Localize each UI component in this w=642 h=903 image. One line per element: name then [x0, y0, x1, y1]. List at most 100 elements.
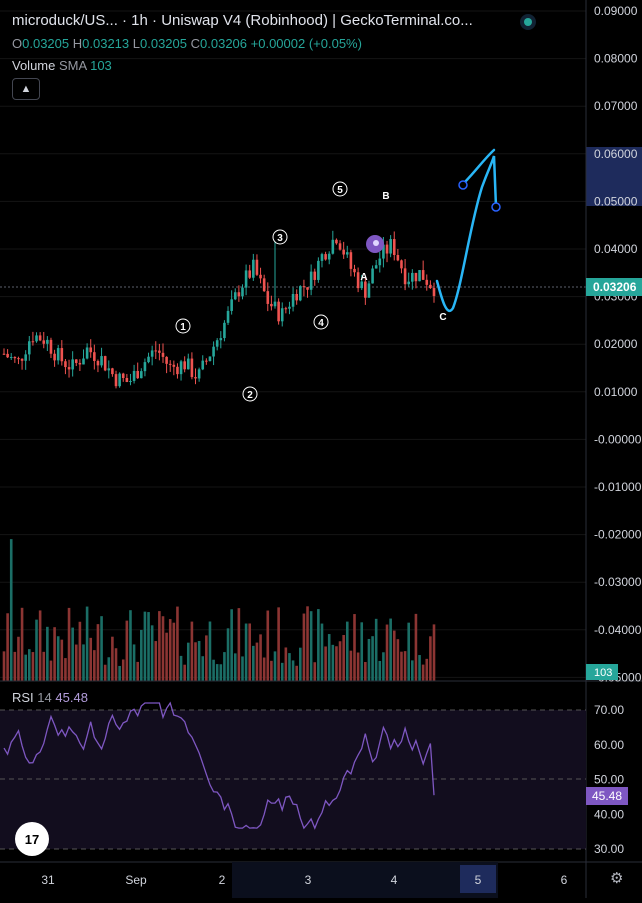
candle-body: [396, 255, 400, 261]
chart-title[interactable]: microduck/US... · 1h · Uniswap V4 (Robin…: [12, 12, 473, 29]
volume-legend[interactable]: Volume SMA 103: [12, 58, 112, 73]
volume-bar: [121, 659, 125, 681]
candle-body: [302, 286, 306, 288]
candle-body: [208, 356, 212, 362]
candle-body: [71, 359, 74, 370]
candle-body: [9, 356, 13, 358]
volume-bar: [78, 621, 82, 681]
candle-body: [295, 293, 298, 301]
volume-bar: [277, 607, 280, 681]
volume-bar: [244, 623, 248, 681]
volume-sma-label: SMA: [59, 58, 87, 73]
volume-bar: [248, 623, 252, 681]
candle-body: [2, 353, 6, 355]
time-highlight-tag: [460, 865, 496, 893]
ohlc-close-label: C: [190, 36, 201, 51]
current-price-label: 0.03206: [593, 280, 637, 294]
candle-body: [46, 339, 49, 344]
ohlc-open-value: 0.03205: [22, 36, 70, 51]
candle-body: [288, 306, 291, 309]
candle-body: [201, 360, 205, 370]
candle-body: [89, 347, 93, 353]
candle-body: [389, 239, 392, 254]
volume-bar: [9, 539, 13, 681]
candle-body: [96, 360, 100, 366]
volume-bar: [179, 655, 183, 681]
volume-value: 103: [90, 58, 112, 73]
volume-bar: [147, 612, 150, 681]
volume-bar: [150, 625, 154, 681]
drawing-projection-hook[interactable]: [461, 148, 496, 186]
candle-body: [364, 281, 367, 298]
volume-bar: [342, 635, 345, 681]
wave-circle-3: [272, 229, 288, 245]
rsi-legend[interactable]: RSI 14 45.48: [12, 690, 88, 705]
volume-bar: [96, 624, 100, 681]
volume-bar: [56, 636, 60, 681]
wave-label-5: 5: [337, 185, 343, 196]
volume-bar: [125, 620, 129, 681]
volume-bar: [345, 621, 349, 681]
volume-bar: [237, 608, 241, 681]
candle-body: [136, 370, 139, 379]
candle-body: [429, 284, 432, 289]
volume-bar: [295, 665, 298, 681]
rsi-period: 14: [37, 690, 52, 705]
ohlc-low-label: L: [132, 36, 140, 51]
drawing-projection-path[interactable]: [435, 155, 498, 312]
tradingview-logo[interactable]: 17: [15, 822, 49, 856]
candle-body: [100, 356, 103, 366]
volume-bar: [425, 658, 429, 681]
candle-body: [284, 308, 288, 310]
price-tick-label: 0.08000: [594, 52, 638, 66]
volume-bar: [42, 651, 46, 681]
chevron-up-icon[interactable]: ▲: [12, 78, 40, 100]
ohlc-high-value: 0.03213: [82, 36, 130, 51]
candle-body: [317, 260, 320, 280]
volume-bar: [421, 664, 425, 681]
candle-body: [20, 358, 24, 361]
candle-body: [262, 278, 266, 292]
volume-bar: [154, 641, 158, 681]
price-tick-label: -0.00000: [594, 432, 642, 446]
volume-bar: [132, 644, 136, 681]
volume-bar: [233, 653, 237, 681]
candle-body: [411, 272, 414, 282]
volume-bar: [320, 623, 324, 681]
candle-body: [107, 368, 111, 371]
volume-bar: [378, 660, 382, 681]
time-tick-label: 6: [561, 873, 568, 887]
wave-circle-1: [175, 318, 191, 334]
rsi-tick-label: 40.00: [594, 807, 624, 821]
candle-body: [74, 359, 78, 363]
volume-bar: [85, 606, 89, 681]
volume-bar: [414, 613, 418, 681]
rsi-current-tag: [586, 787, 628, 805]
volume-bar: [382, 652, 385, 681]
volume-bar: [208, 621, 212, 681]
candle-body: [432, 288, 436, 297]
volume-bar: [158, 611, 161, 681]
volume-bar: [313, 662, 317, 681]
rsi-tick-label: 30.00: [594, 842, 624, 856]
wave-label-b: B: [382, 191, 389, 202]
drawing-handle-start[interactable]: [458, 180, 468, 190]
volume-bar: [255, 642, 259, 681]
wave-circle-4: [313, 314, 329, 330]
candle-body: [42, 340, 46, 344]
volume-bar: [114, 648, 118, 681]
volume-bar: [46, 626, 49, 681]
rsi-value: 45.48: [55, 690, 88, 705]
volume-bar: [396, 639, 400, 681]
volume-bar: [2, 651, 6, 681]
gear-icon[interactable]: ⚙: [610, 870, 624, 887]
volume-bar: [27, 649, 31, 681]
ohlc-readout: O0.03205 H0.03213 L0.03205 C0.03206 +0.0…: [12, 36, 362, 51]
volume-bar: [215, 664, 219, 681]
price-tick-label: 0.05000: [594, 194, 638, 208]
volume-bar: [241, 656, 244, 681]
volume-tag: [586, 664, 618, 680]
drawing-handle-end[interactable]: [491, 202, 501, 212]
